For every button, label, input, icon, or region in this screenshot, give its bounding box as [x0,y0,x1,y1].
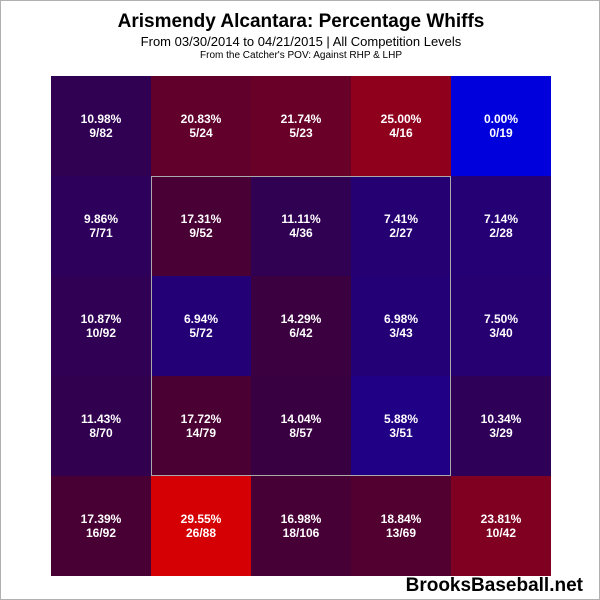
cell-count: 3/40 [489,326,513,340]
heatmap-cell-r1-c1: 10.98% 9/82 [51,76,151,176]
heatmap-cell-r3-c4: 6.98% 3/43 [351,276,451,376]
chart-title: Arismendy Alcantara: Percentage Whiffs [117,11,485,32]
heatmap-cell-r2-c1: 9.86% 7/71 [51,176,151,276]
cell-percentage: 25.00% [380,112,422,126]
heatmap-cell-r5-c2: 29.55% 26/88 [151,476,251,576]
cell-count: 0/19 [489,126,513,140]
cell-count: 5/23 [289,126,313,140]
cell-count: 10/42 [485,526,517,540]
cell-percentage: 5.88% [383,412,419,426]
cell-count: 6/42 [289,326,313,340]
cell-percentage: 17.39% [80,512,122,526]
heatmap-cell-r5-c5: 23.81% 10/42 [451,476,551,576]
cell-percentage: 18.84% [380,512,422,526]
cell-count: 7/71 [89,226,113,240]
cell-count: 26/88 [185,526,217,540]
cell-count: 2/28 [489,226,513,240]
cell-count: 3/29 [489,426,513,440]
cell-count: 5/72 [189,326,213,340]
heatmap-cell-r1-c2: 20.83% 5/24 [151,76,251,176]
cell-count: 9/52 [189,226,213,240]
heatmap-cell-r2-c3: 11.11% 4/36 [251,176,351,276]
heatmap-cell-r2-c5: 7.14% 2/28 [451,176,551,276]
cell-count: 13/69 [385,526,417,540]
heatmap-grid: 10.98% 9/82 20.83% 5/24 21.74% 5/23 25.00% 4/16… [51,76,551,576]
cell-percentage: 20.83% [180,112,222,126]
cell-count: 2/27 [389,226,413,240]
heatmap-cell-r5-c3: 16.98% 18/106 [251,476,351,576]
cell-percentage: 6.98% [383,312,419,326]
cell-percentage: 23.81% [480,512,522,526]
heatmap-cell-r3-c5: 7.50% 3/40 [451,276,551,376]
cell-percentage: 17.31% [180,212,222,226]
heatmap-cell-r5-c1: 17.39% 16/92 [51,476,151,576]
cell-count: 5/24 [189,126,213,140]
cell-percentage: 16.98% [280,512,322,526]
cell-count: 4/16 [389,126,413,140]
heatmap-cell-r4-c3: 14.04% 8/57 [251,376,351,476]
cell-percentage: 7.50% [483,312,519,326]
cell-count: 3/43 [389,326,413,340]
cell-percentage: 9.86% [83,212,119,226]
cell-percentage: 7.41% [383,212,419,226]
heatmap-cell-r4-c5: 10.34% 3/29 [451,376,551,476]
chart-subtitle-pov: From the Catcher's POV: Against RHP & LH… [200,50,402,61]
cell-percentage: 11.11% [281,212,321,226]
heatmap-cell-r3-c3: 14.29% 6/42 [251,276,351,376]
heatmap-cell-r4-c4: 5.88% 3/51 [351,376,451,476]
cell-count: 14/79 [185,426,217,440]
cell-percentage: 10.34% [480,412,522,426]
cell-percentage: 11.43% [80,412,122,426]
heatmap-cell-r4-c1: 11.43% 8/70 [51,376,151,476]
cell-count: 16/92 [85,526,117,540]
cell-percentage: 14.29% [280,312,322,326]
cell-percentage: 17.72% [180,412,222,426]
heatmap-cell-r1-c5: 0.00% 0/19 [451,76,551,176]
heatmap-cell-r4-c2: 17.72% 14/79 [151,376,251,476]
cell-count: 8/57 [289,426,313,440]
cell-percentage: 10.98% [80,112,122,126]
cell-count: 9/82 [89,126,113,140]
cell-percentage: 14.04% [280,412,322,426]
watermark: BrooksBaseball.net [405,575,583,596]
cell-percentage: 29.55% [180,512,222,526]
heatmap-cell-r3-c1: 10.87% 10/92 [51,276,151,376]
cell-count: 3/51 [389,426,413,440]
chart-subtitle: From 03/30/2014 to 04/21/2015 | All Comp… [140,34,462,49]
cell-percentage: 0.00% [483,112,519,126]
heatmap-cell-r1-c4: 25.00% 4/16 [351,76,451,176]
cell-percentage: 10.87% [80,312,122,326]
cell-count: 8/70 [89,426,113,440]
heatmap-cell-r5-c4: 18.84% 13/69 [351,476,451,576]
cell-percentage: 7.14% [483,212,519,226]
cell-percentage: 6.94% [183,312,219,326]
heatmap-cell-r2-c4: 7.41% 2/27 [351,176,451,276]
cell-count: 10/92 [85,326,117,340]
cell-percentage: 21.74% [280,112,322,126]
heatmap-cell-r3-c2: 6.94% 5/72 [151,276,251,376]
cell-count: 4/36 [289,226,313,240]
heatmap-cell-r2-c2: 17.31% 9/52 [151,176,251,276]
cell-count: 18/106 [282,526,320,540]
heatmap-cell-r1-c3: 21.74% 5/23 [251,76,351,176]
